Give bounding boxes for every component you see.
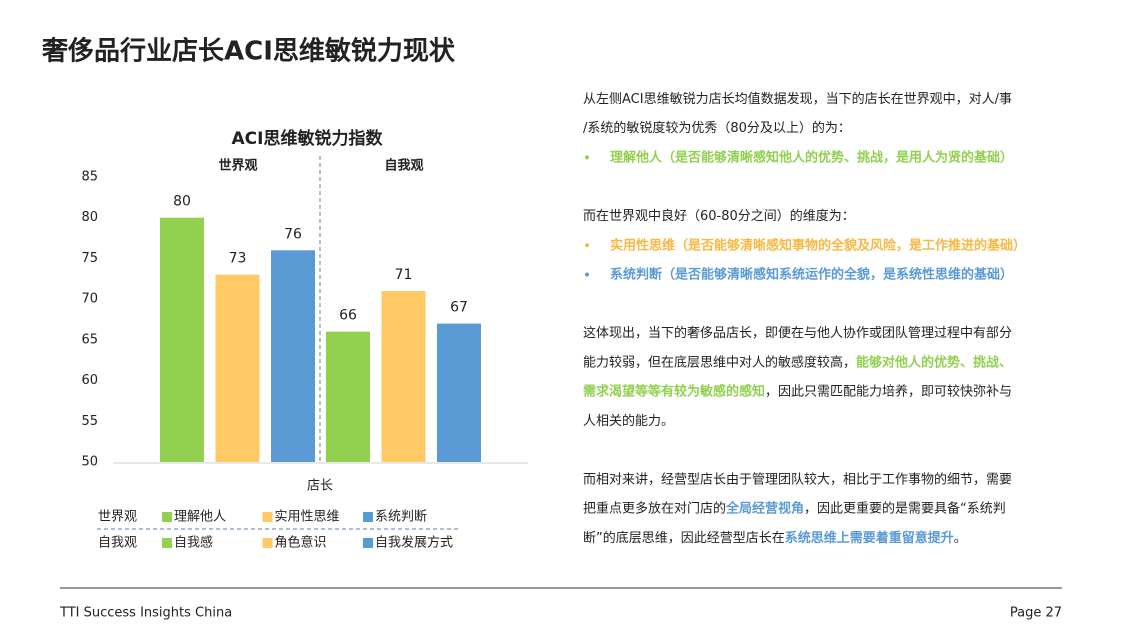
body-line: 这体现出，当下的奢侈品店长，即便在与他人协作或团队管理过程中有部分: [583, 325, 1012, 341]
legend-group: 世界观: [98, 510, 137, 525]
group-label: 自我观: [384, 158, 423, 174]
chart-title: ACI思维敏锐力指数: [232, 128, 384, 149]
bar: [215, 274, 260, 462]
text-segment: 能力较弱，但在底层思维中对人的敏感度较高，: [583, 354, 856, 370]
y-tick-label: 55: [81, 414, 98, 429]
footer-right: Page 27: [1010, 606, 1062, 621]
legend-label: 系统判断: [375, 510, 427, 525]
text-segment: 这体现出，当下的奢侈品店长，即便在与他人协作或团队管理过程中有部分: [583, 325, 1012, 341]
legend-swatch: [162, 512, 172, 522]
legend-swatch: [262, 538, 273, 548]
body-line: 系统判断（是否能够清晰感知系统运作的全貌，是系统性思维的基础）: [610, 266, 1013, 282]
bullet: [585, 155, 589, 160]
y-tick-label: 80: [81, 210, 98, 225]
text-segment: 理解他人（是否能够清晰感知他人的优势、挑战，是用人为贤的基础）: [610, 149, 1013, 165]
text-segment: 能够对他人的优势、挑战、: [856, 354, 1012, 370]
body-line: 断”的底层思维，因此经营型店长在系统思维上需要着重留意提升。: [583, 529, 967, 545]
text-segment: ，因此只需匹配能力培养，即可较快弥补与: [765, 383, 1012, 399]
y-tick-label: 70: [81, 292, 98, 307]
bar: [437, 323, 481, 462]
y-tick-label: 75: [81, 251, 98, 266]
bullet: [585, 243, 589, 248]
value-label: 80: [173, 194, 191, 210]
legend-swatch: [363, 538, 373, 548]
text-segment: 实用性思维（是否能够清晰感知事物的全貌及风险，是工作推进的基础）: [610, 237, 1026, 253]
group-label: 世界观: [218, 158, 257, 174]
legend-group: 自我观: [98, 536, 137, 551]
text-segment: 而相对来讲，经营型店长由于管理团队较大，相比于工作事物的细节，需要: [583, 471, 1012, 487]
legend-swatch: [363, 512, 373, 522]
y-tick-label: 50: [81, 455, 98, 470]
slide-title: 奢侈品行业店长ACI思维敏锐力现状: [41, 36, 456, 67]
body-line: 而相对来讲，经营型店长由于管理团队较大，相比于工作事物的细节，需要: [583, 471, 1012, 487]
text-segment: 从左侧ACI思维敏锐力店长均值数据发现，当下的店长在世界观中，对人/事: [583, 91, 1012, 107]
text-segment: 需求渴望等等有较为敏感的感知: [583, 383, 765, 399]
body-line: 实用性思维（是否能够清晰感知事物的全貌及风险，是工作推进的基础）: [610, 237, 1026, 253]
text-segment: 把重点更多放在对门店的: [583, 500, 726, 516]
body-line: 需求渴望等等有较为敏感的感知，因此只需匹配能力培养，即可较快弥补与: [583, 383, 1012, 399]
text-segment: 全局经营视角: [725, 500, 804, 516]
body-line: 从左侧ACI思维敏锐力店长均值数据发现，当下的店长在世界观中，对人/事: [583, 91, 1012, 107]
footer-left: TTI Success Insights China: [59, 606, 232, 621]
value-label: 71: [395, 267, 413, 283]
text-segment: 。: [954, 530, 967, 545]
body-line: /系统的敏锐度较为优秀（80分及以上）的为：: [583, 120, 851, 136]
bar: [160, 217, 204, 462]
y-tick-label: 85: [81, 170, 98, 185]
legend-swatch: [162, 538, 172, 548]
body-line: 理解他人（是否能够清晰感知他人的优势、挑战，是用人为贤的基础）: [610, 149, 1013, 165]
value-label: 66: [339, 308, 357, 324]
body-line: 把重点更多放在对门店的全局经营视角，因此更重要的是需要具备“系统判: [583, 500, 1006, 516]
bar: [381, 291, 426, 462]
legend-label: 理解他人: [174, 510, 226, 525]
value-label: 73: [229, 251, 247, 267]
y-tick-label: 65: [81, 332, 98, 347]
text-segment: 断”的底层思维，因此经营型店长在: [583, 529, 785, 545]
text-segment: 系统思维上需要着重留意提升: [785, 529, 954, 545]
y-tick-label: 60: [81, 373, 98, 388]
text-segment: 人相关的能力。: [583, 412, 674, 428]
legend-label: 角色意识: [275, 535, 327, 551]
text-segment: 而在世界观中良好（60-80分之间）的维度为：: [583, 208, 855, 224]
legend-label: 实用性思维: [275, 510, 340, 525]
bar: [326, 331, 370, 462]
legend-swatch: [262, 512, 273, 522]
value-label: 76: [284, 226, 302, 242]
text-segment: 系统判断（是否能够清晰感知系统运作的全貌，是系统性思维的基础）: [610, 266, 1013, 282]
text-segment: /系统的敏锐度较为优秀（80分及以上）的为：: [583, 120, 851, 136]
body-line: 而在世界观中良好（60-80分之间）的维度为：: [583, 208, 855, 224]
body-line: 人相关的能力。: [583, 412, 674, 428]
body-line: 能力较弱，但在底层思维中对人的敏感度较高，能够对他人的优势、挑战、: [583, 354, 1012, 370]
legend-label: 自我感: [174, 535, 213, 551]
bullet: [585, 272, 589, 277]
value-label: 67: [450, 300, 468, 316]
legend-label: 自我发展方式: [375, 535, 453, 551]
bar: [271, 250, 315, 462]
x-axis-label: 店长: [307, 479, 333, 494]
text-segment: ，因此更重要的是需要具备“系统判: [804, 500, 1006, 516]
